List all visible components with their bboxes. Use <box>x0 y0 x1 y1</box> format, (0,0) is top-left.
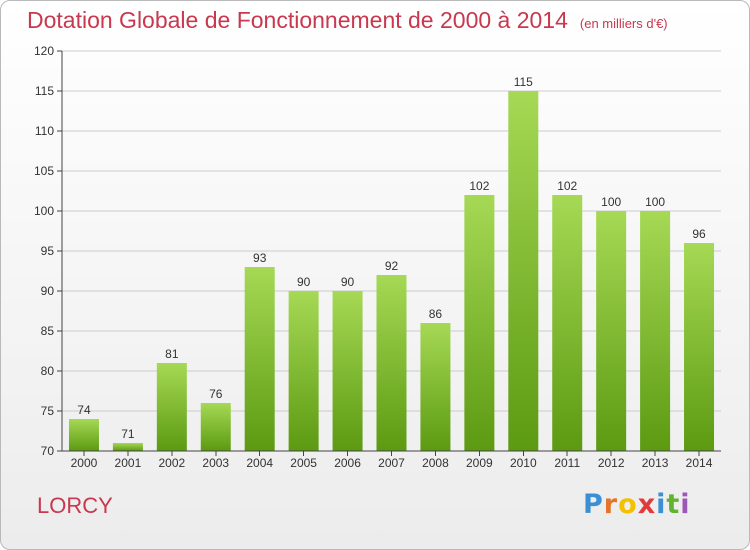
logo-letter: r <box>603 489 619 520</box>
bar-value-label: 81 <box>165 347 179 361</box>
logo-letter: P <box>583 489 604 520</box>
bar <box>68 419 99 451</box>
x-tick-label: 2014 <box>686 456 713 470</box>
x-tick-label: 2010 <box>510 456 537 470</box>
bar <box>684 243 715 451</box>
y-tick-label: 110 <box>35 124 54 138</box>
bar-value-label: 71 <box>121 427 135 441</box>
bar-value-label: 100 <box>601 195 621 209</box>
x-tick-label: 2004 <box>246 456 273 470</box>
bar-value-label: 74 <box>77 403 91 417</box>
y-tick-label: 105 <box>34 164 54 178</box>
bar-value-label: 90 <box>297 275 311 289</box>
bar-value-label: 93 <box>253 251 267 265</box>
chart-title-text: Dotation Globale de Fonctionnement de 20… <box>27 7 568 33</box>
bar <box>112 443 143 451</box>
bar <box>376 275 407 451</box>
y-tick-label: 85 <box>41 324 55 338</box>
bar <box>508 91 539 451</box>
y-tick-label: 120 <box>34 44 54 58</box>
logo-letter: x <box>637 489 657 520</box>
bar <box>200 403 231 451</box>
x-tick-label: 2001 <box>115 456 142 470</box>
y-tick-label: 70 <box>41 444 55 458</box>
place-name: LORCY <box>37 493 113 518</box>
x-tick-label: 2006 <box>334 456 361 470</box>
logo-letter: o <box>618 489 638 520</box>
x-tick-label: 2002 <box>158 456 185 470</box>
logo-letter: t <box>666 489 681 520</box>
bar <box>596 211 627 451</box>
chart-subtitle: (en milliers d'€) <box>579 16 668 31</box>
axis-layer: 70 75 80 85 90 95 100 105 110 115 120 2000 2001 2002 2… <box>34 44 721 470</box>
bar-value-label: 100 <box>645 195 665 209</box>
bar <box>332 291 363 451</box>
y-tick-label: 100 <box>34 204 54 218</box>
bar <box>420 323 451 451</box>
y-tick-label: 80 <box>41 364 55 378</box>
bar <box>244 267 275 451</box>
logo-letter: i <box>656 489 667 520</box>
y-tick-label: 90 <box>41 284 55 298</box>
bar-value-label: 86 <box>429 307 443 321</box>
x-tick-label: 2012 <box>598 456 625 470</box>
bar <box>552 195 583 451</box>
x-tick-label: 2008 <box>422 456 449 470</box>
bar-value-label: 92 <box>385 259 399 273</box>
bar <box>156 363 187 451</box>
bar-value-label: 90 <box>341 275 355 289</box>
bar <box>288 291 319 451</box>
x-tick-label: 2013 <box>642 456 669 470</box>
bar-value-label: 96 <box>692 227 706 241</box>
x-tick-label: 2005 <box>290 456 317 470</box>
x-tick-label: 2009 <box>466 456 493 470</box>
x-tick-label: 2007 <box>378 456 405 470</box>
proxiti-logo: Proxiti <box>583 489 691 520</box>
bar <box>464 195 495 451</box>
bars-layer: 74 71 81 76 93 90 90 92 86 102 115 102 100 100 96 <box>68 75 715 451</box>
bar <box>640 211 671 451</box>
y-tick-label: 115 <box>35 84 54 98</box>
y-tick-label: 75 <box>41 404 55 418</box>
y-tick-label: 95 <box>41 244 55 258</box>
x-tick-label: 2000 <box>71 456 98 470</box>
bar-value-label: 115 <box>514 75 533 89</box>
x-tick-label: 2011 <box>554 456 580 470</box>
bar-value-label: 102 <box>557 179 577 193</box>
logo-letter: i <box>680 489 691 520</box>
bar-value-label: 76 <box>209 387 223 401</box>
chart-title: Dotation Globale de Fonctionnement de 20… <box>27 7 668 34</box>
x-tick-label: 2003 <box>202 456 229 470</box>
bar-value-label: 102 <box>469 179 489 193</box>
